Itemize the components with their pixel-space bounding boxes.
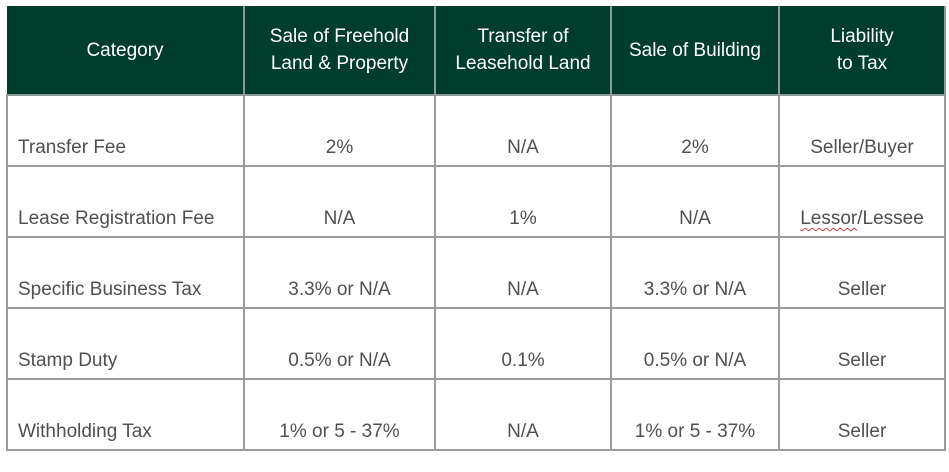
column-header: Transfer of Leasehold Land [434,6,612,96]
cell-text: Specific Business Tax [18,279,202,300]
cell-text: 1% or 5 - 37% [634,421,756,442]
column-header-line: Liability [830,26,894,47]
table-cell: N/A [434,236,612,309]
spellcheck-underline: Lessor [800,208,858,229]
row-category: Transfer Fee [6,94,245,167]
table-row: Transfer Fee 2% N/A 2% Seller/Buyer [6,94,946,167]
table-row: Withholding Tax 1% or 5 - 37% N/A 1% or 5 -… [6,378,946,451]
cell-text: N/A [323,208,356,229]
table-cell: 0.5% or N/A [610,307,780,380]
row-category: Specific Business Tax [6,236,245,309]
cell-text: Seller [837,421,887,442]
table-cell: Seller/Buyer [778,94,946,167]
cell-text: 2% [325,137,354,158]
row-category: Lease Registration Fee [6,165,245,238]
table-cell: 2% [243,94,436,167]
cell-text: Stamp Duty [18,350,118,371]
cell-text: Seller [837,350,887,371]
table-row: Stamp Duty 0.5% or N/A 0.1% 0.5% or N/A Sell… [6,307,946,380]
cell-text: Withholding Tax [18,421,152,442]
cell-text: N/A [679,208,711,229]
cell-text: 0.5% or N/A [643,350,747,371]
cell-text: 0.1% [501,350,545,371]
column-header-line: Sale of Freehold [269,26,410,47]
table-cell: N/A [610,165,780,238]
cell-text: Lease Registration Fee [18,208,215,229]
table-cell: N/A [434,94,612,167]
cell-text: 0.5% or N/A [288,350,391,371]
row-category: Withholding Tax [6,378,245,451]
column-header: Category [7,6,245,96]
cell-text: Transfer Fee [18,137,127,158]
table-cell: N/A [243,165,436,238]
table-cell: Seller [778,307,946,380]
column-header-line: Leasehold Land [455,53,591,74]
table-row: Lease Registration Fee N/A 1% N/A Lessor/Les… [6,165,946,238]
table-cell: 1% or 5 - 37% [610,378,780,451]
column-header-line: Category [86,39,164,61]
table-cell: 1% [434,165,612,238]
tax-table: Category Sale of Freehold Land & Property T… [6,6,946,451]
cell-text: 2% [681,137,709,158]
column-header-line: Sale of Building [628,39,762,61]
column-header: Sale of Building [610,6,780,96]
cell-text: N/A [507,137,539,158]
cell-text: Seller [837,279,887,300]
cell-text: N/A [507,421,539,442]
column-header-line: Transfer of [477,26,569,47]
table-cell: 3.3% or N/A [610,236,780,309]
row-category: Stamp Duty [6,307,245,380]
table-cell: 0.5% or N/A [243,307,436,380]
cell-text: Lessor/Lessee [800,208,924,229]
table-cell: N/A [434,378,612,451]
header-row: Category Sale of Freehold Land & Property T… [7,6,946,96]
cell-text: 3.3% or N/A [288,279,391,300]
table-cell: 3.3% or N/A [243,236,436,309]
table-cell: 2% [610,94,780,167]
column-header-line: Land & Property [270,53,409,74]
table-row: Specific Business Tax 3.3% or N/A N/A 3.3% … [6,236,946,309]
table-cell: Seller [778,236,946,309]
table-cell: 1% or 5 - 37% [243,378,436,451]
cell-text: 1% or 5 - 37% [279,421,400,442]
column-header-line: to Tax [836,53,888,74]
column-header: Liability to Tax [778,6,946,96]
table-cell: Lessor/Lessee [778,165,946,238]
table-cell: 0.1% [434,307,612,380]
cell-text: 1% [509,208,537,229]
cell-text: Seller/Buyer [810,137,914,158]
table-cell: Seller [778,378,946,451]
cell-text: 3.3% or N/A [643,279,747,300]
column-header: Sale of Freehold Land & Property [243,6,436,96]
cell-text: N/A [507,279,539,300]
